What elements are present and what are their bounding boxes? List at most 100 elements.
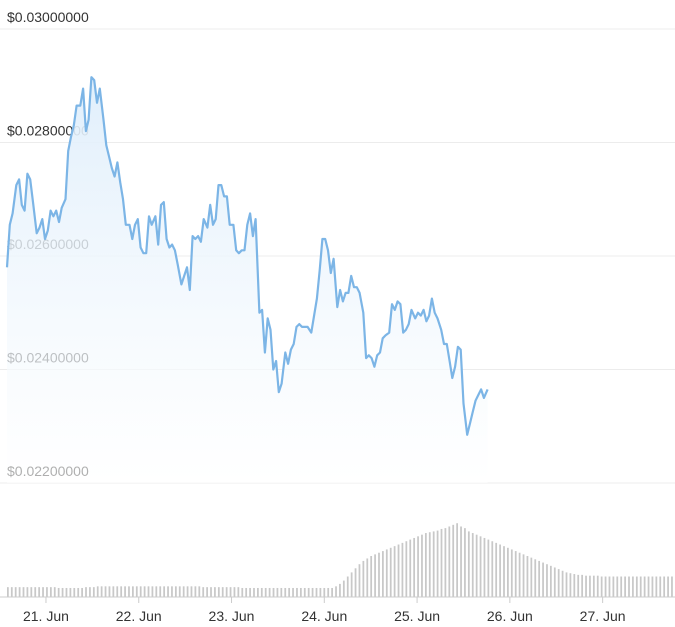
volume-bar: [34, 587, 37, 597]
volume-bar: [671, 576, 673, 597]
volume-bar: [171, 586, 173, 597]
volume-bar: [53, 587, 56, 597]
volume-bar: [190, 586, 193, 597]
volume-bar: [667, 576, 669, 597]
volume-bar: [440, 528, 443, 597]
volume-bar: [61, 587, 64, 597]
volume-bar: [299, 587, 302, 597]
volume-bar: [276, 587, 279, 597]
volume-bar: [96, 586, 99, 597]
volume-bar: [577, 574, 580, 597]
volume-bar: [499, 544, 501, 597]
volume-bar: [510, 549, 513, 597]
y-tick-label: $0.02800000: [7, 123, 89, 139]
volume-bar: [319, 587, 322, 597]
volume-bar: [518, 552, 521, 597]
volume-bar: [264, 587, 267, 597]
volume-bar: [491, 541, 494, 597]
volume-bar: [530, 557, 533, 597]
volume-bar: [639, 576, 642, 597]
volume-bar: [585, 575, 587, 597]
volume-bar: [495, 542, 498, 597]
volume-bar: [362, 560, 365, 597]
volume-bar: [85, 587, 87, 597]
volume-bar: [69, 587, 72, 597]
volume-bar: [26, 587, 29, 597]
volume-bar: [397, 544, 400, 597]
volume-bar: [307, 587, 310, 597]
volume-bar: [237, 587, 240, 597]
volume-bar: [335, 586, 337, 597]
volume-bar: [483, 537, 486, 597]
volume-bar: [600, 576, 603, 597]
volume-bar: [444, 528, 447, 597]
volume-bar: [182, 586, 185, 597]
volume-bar: [542, 562, 544, 597]
volume-bar: [132, 586, 134, 597]
volume-bar: [245, 587, 248, 597]
volume-bar: [104, 586, 107, 597]
volume-bar: [616, 576, 619, 597]
volume-bar: [210, 587, 212, 597]
volume-bar: [573, 574, 576, 597]
volume-bar: [647, 576, 650, 597]
volume-bar: [401, 542, 404, 597]
volume-bar: [89, 587, 91, 597]
volume-bar: [339, 583, 341, 597]
volume-bar: [624, 576, 626, 597]
volume-bar: [257, 587, 259, 597]
x-tick-label: 24. Jun: [301, 608, 347, 624]
volume-bar: [315, 587, 318, 597]
volume-bar: [42, 587, 44, 597]
volume-bar: [284, 587, 287, 597]
volume-bar: [143, 586, 146, 597]
volume-bar: [57, 587, 60, 597]
volume-bar: [116, 586, 119, 597]
volume-bar: [409, 539, 412, 597]
volume-bar: [241, 587, 244, 597]
volume-bar: [350, 572, 353, 597]
volume-bar: [421, 534, 423, 597]
volume-bar: [553, 567, 556, 597]
y-tick-label: $0.03000000: [7, 9, 89, 25]
volume-bar: [346, 576, 349, 597]
volume-bar: [358, 564, 361, 597]
volume-bar: [549, 565, 552, 597]
volume-bar: [581, 574, 584, 597]
volume-bar: [370, 556, 373, 597]
volume-bar: [10, 587, 13, 597]
x-tick-label: 25. Jun: [394, 608, 440, 624]
volume-bar: [424, 533, 427, 597]
volume-bar: [526, 556, 529, 597]
x-tick-label: 26. Jun: [487, 608, 533, 624]
volume-bar: [522, 554, 525, 597]
volume-bar: [663, 576, 666, 597]
volume-bar: [14, 587, 17, 597]
volume-bar: [120, 586, 123, 597]
volume-bar: [659, 576, 662, 597]
x-tick-label: 23. Jun: [209, 608, 255, 624]
volume-bar: [155, 586, 158, 597]
volume-bar: [174, 586, 177, 597]
volume-bar: [479, 536, 482, 597]
volume-bar: [592, 575, 595, 597]
volume-bar: [38, 587, 41, 597]
volume-bar: [342, 580, 345, 597]
volume-bar: [460, 526, 462, 597]
volume-bar: [565, 572, 568, 597]
volume-bar: [249, 587, 251, 597]
volume-bar: [561, 570, 564, 597]
volume-bars: [7, 523, 673, 597]
volume-bar: [178, 586, 181, 597]
volume-bar: [100, 586, 103, 597]
volume-bar: [612, 576, 615, 597]
volume-bar: [327, 587, 330, 597]
volume-bar: [92, 587, 95, 597]
volume-bar: [311, 587, 314, 597]
volume-bar: [374, 554, 376, 597]
volume-bar: [124, 586, 126, 597]
volume-bar: [22, 587, 25, 597]
x-tick-label: 27. Jun: [580, 608, 626, 624]
volume-bar: [233, 587, 236, 597]
